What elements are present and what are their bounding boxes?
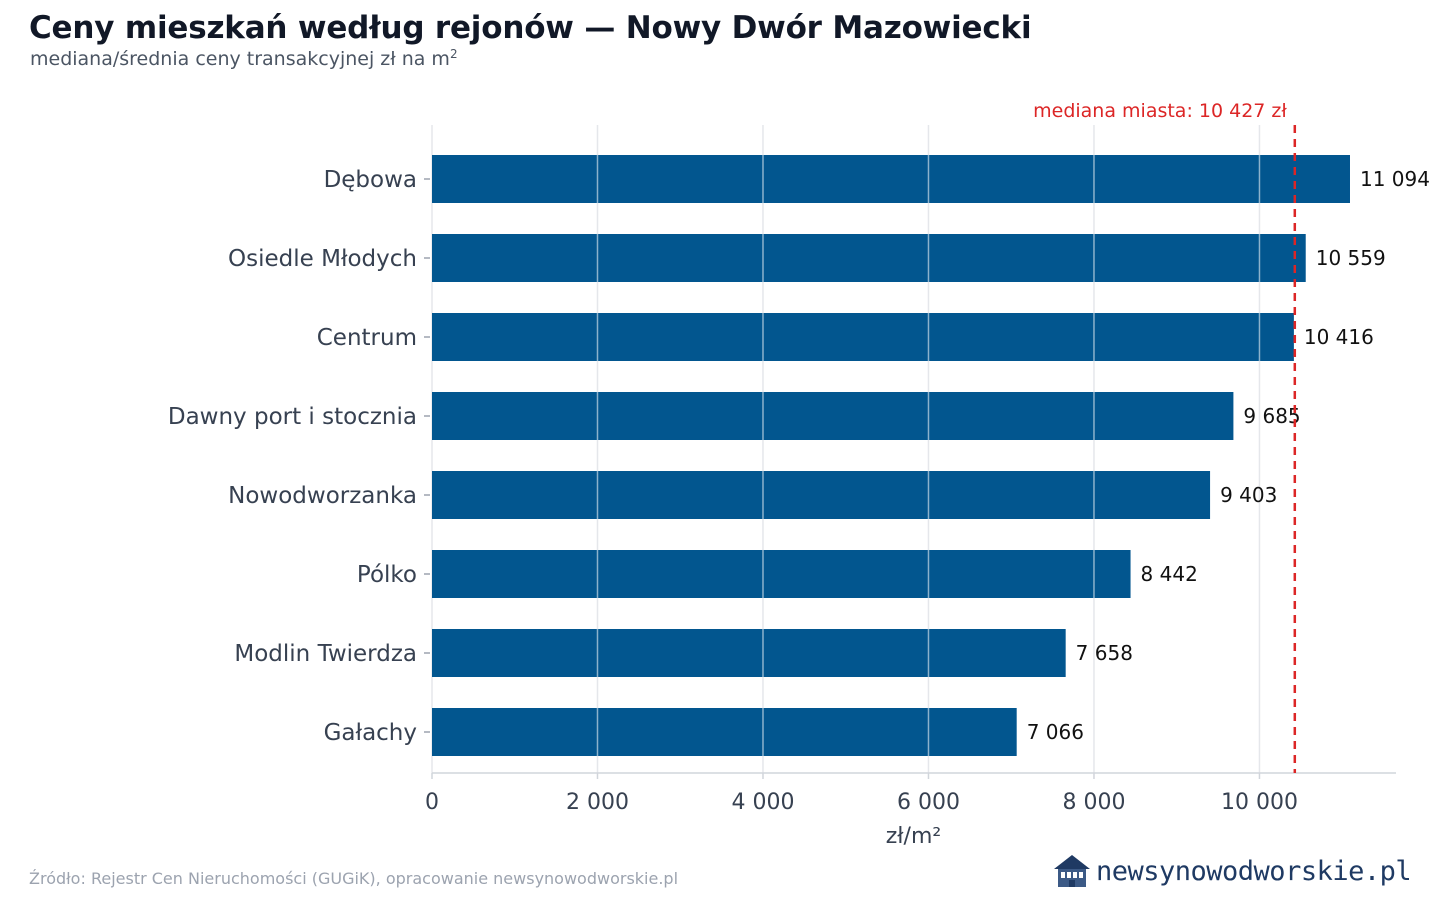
value-label: 8 442 bbox=[1141, 562, 1198, 586]
logo-text: newsynowodworskie.pl bbox=[1096, 855, 1412, 887]
category-label: Dębowa bbox=[324, 167, 417, 193]
x-tick-label: 4 000 bbox=[731, 790, 794, 815]
bar bbox=[432, 155, 1350, 203]
median-line-label: mediana miasta: 10 427 zł bbox=[1033, 100, 1287, 122]
category-label: Gałachy bbox=[324, 720, 417, 746]
category-label: Osiedle Młodych bbox=[228, 246, 417, 272]
chart-subtitle: mediana/średnia ceny transakcyjnej zł na… bbox=[30, 47, 458, 70]
value-label: 9 685 bbox=[1243, 404, 1300, 428]
bar-chart: 11 094 10 559 10 416 9 685 9 403 8 442 7 658 7 … bbox=[168, 100, 1430, 849]
bar bbox=[432, 471, 1211, 519]
value-label: 7 066 bbox=[1027, 720, 1084, 744]
x-tick-label: 8 000 bbox=[1062, 790, 1125, 815]
source-note: Źródło: Rejestr Cen Nieruchomości (GUGiK… bbox=[29, 869, 679, 888]
category-label: Dawny port i stocznia bbox=[168, 404, 417, 430]
value-label: 7 658 bbox=[1076, 641, 1133, 665]
reference-layer: mediana miasta: 10 427 zł bbox=[1033, 100, 1297, 773]
house-icon bbox=[1054, 855, 1090, 887]
bar bbox=[432, 708, 1017, 756]
value-label: 10 559 bbox=[1316, 246, 1386, 270]
x-tick-label: 6 000 bbox=[897, 790, 960, 815]
category-label: Modlin Twierdza bbox=[234, 641, 417, 667]
x-tick-label: 0 bbox=[425, 790, 439, 815]
bar bbox=[432, 392, 1234, 440]
site-logo: newsynowodworskie.pl bbox=[1052, 851, 1412, 891]
subtitle-text: mediana/średnia ceny transakcyjnej zł na… bbox=[30, 48, 450, 70]
category-label: Nowodworzanka bbox=[228, 483, 417, 509]
bar bbox=[432, 234, 1306, 282]
subtitle-superscript: 2 bbox=[449, 47, 458, 61]
value-label: 10 416 bbox=[1304, 325, 1374, 349]
x-tick-label: 10 000 bbox=[1221, 790, 1298, 815]
bars-layer: 11 094 10 559 10 416 9 685 9 403 8 442 7 658 7 … bbox=[432, 155, 1430, 756]
x-tick-label: 2 000 bbox=[566, 790, 629, 815]
x-axis-label: zł/m² bbox=[886, 824, 941, 849]
category-label: Centrum bbox=[317, 325, 417, 351]
bar bbox=[432, 313, 1294, 361]
value-label: 11 094 bbox=[1360, 167, 1430, 191]
category-label: Pólko bbox=[357, 562, 417, 588]
chart-title: Ceny mieszkań według rejonów — Nowy Dwór… bbox=[29, 10, 1032, 46]
bar bbox=[432, 550, 1131, 598]
bar bbox=[432, 629, 1066, 677]
axis-layer: 0 2 000 4 000 6 000 8 000 10 000 zł/m² Dębowa Os… bbox=[168, 167, 1396, 849]
value-label: 9 403 bbox=[1220, 483, 1277, 507]
